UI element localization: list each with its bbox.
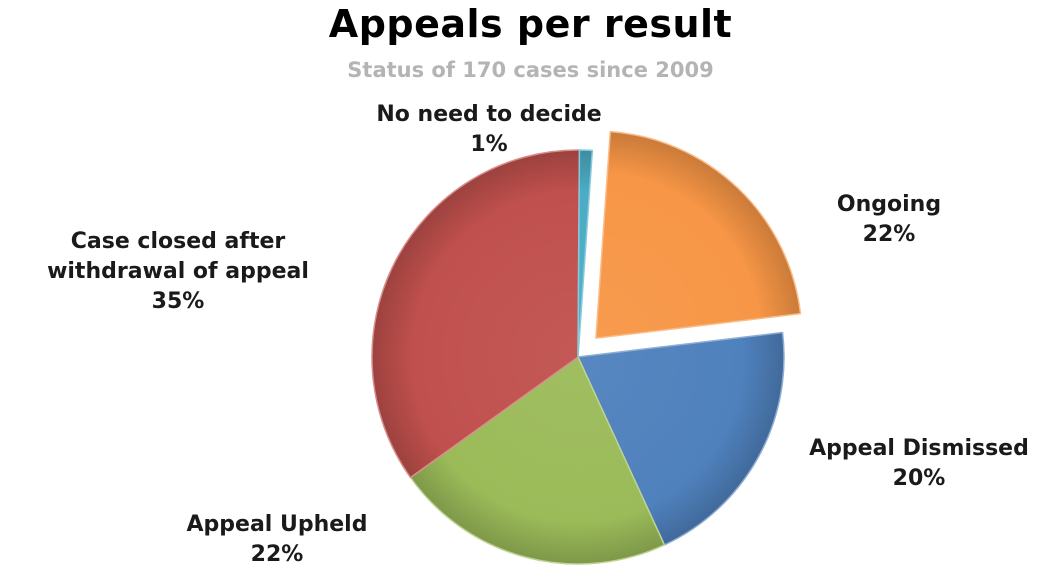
- pie-slice-appeal-dismissed: [577, 331, 785, 546]
- data-label-case-closed-after-withdrawal-of-appeal: Case closed after withdrawal of appeal 35%: [47, 229, 309, 314]
- data-label-no-need-to-decide: No need to decide 1%: [376, 102, 601, 157]
- chart-title: Appeals per result: [328, 2, 733, 46]
- data-label-ongoing: Ongoing 22%: [837, 192, 941, 247]
- data-label-appeal-dismissed: Appeal Dismissed 20%: [809, 436, 1029, 491]
- data-label-appeal-upheld: Appeal Upheld 22%: [187, 512, 368, 567]
- pie-slice-case-closed-after-withdrawal-of-appeal: [371, 149, 581, 479]
- slice-labels: Ongoing 22% Appeal Dismissed 20% Appeal Uphe…: [47, 102, 1029, 567]
- pie-slices: [371, 130, 802, 565]
- pie-slice-ongoing: [595, 130, 802, 339]
- pie-slice-no-need-to-decide: [577, 149, 594, 358]
- pie-slice-appeal-upheld: [409, 356, 666, 565]
- chart-subtitle: Status of 170 cases since 2009: [347, 58, 714, 82]
